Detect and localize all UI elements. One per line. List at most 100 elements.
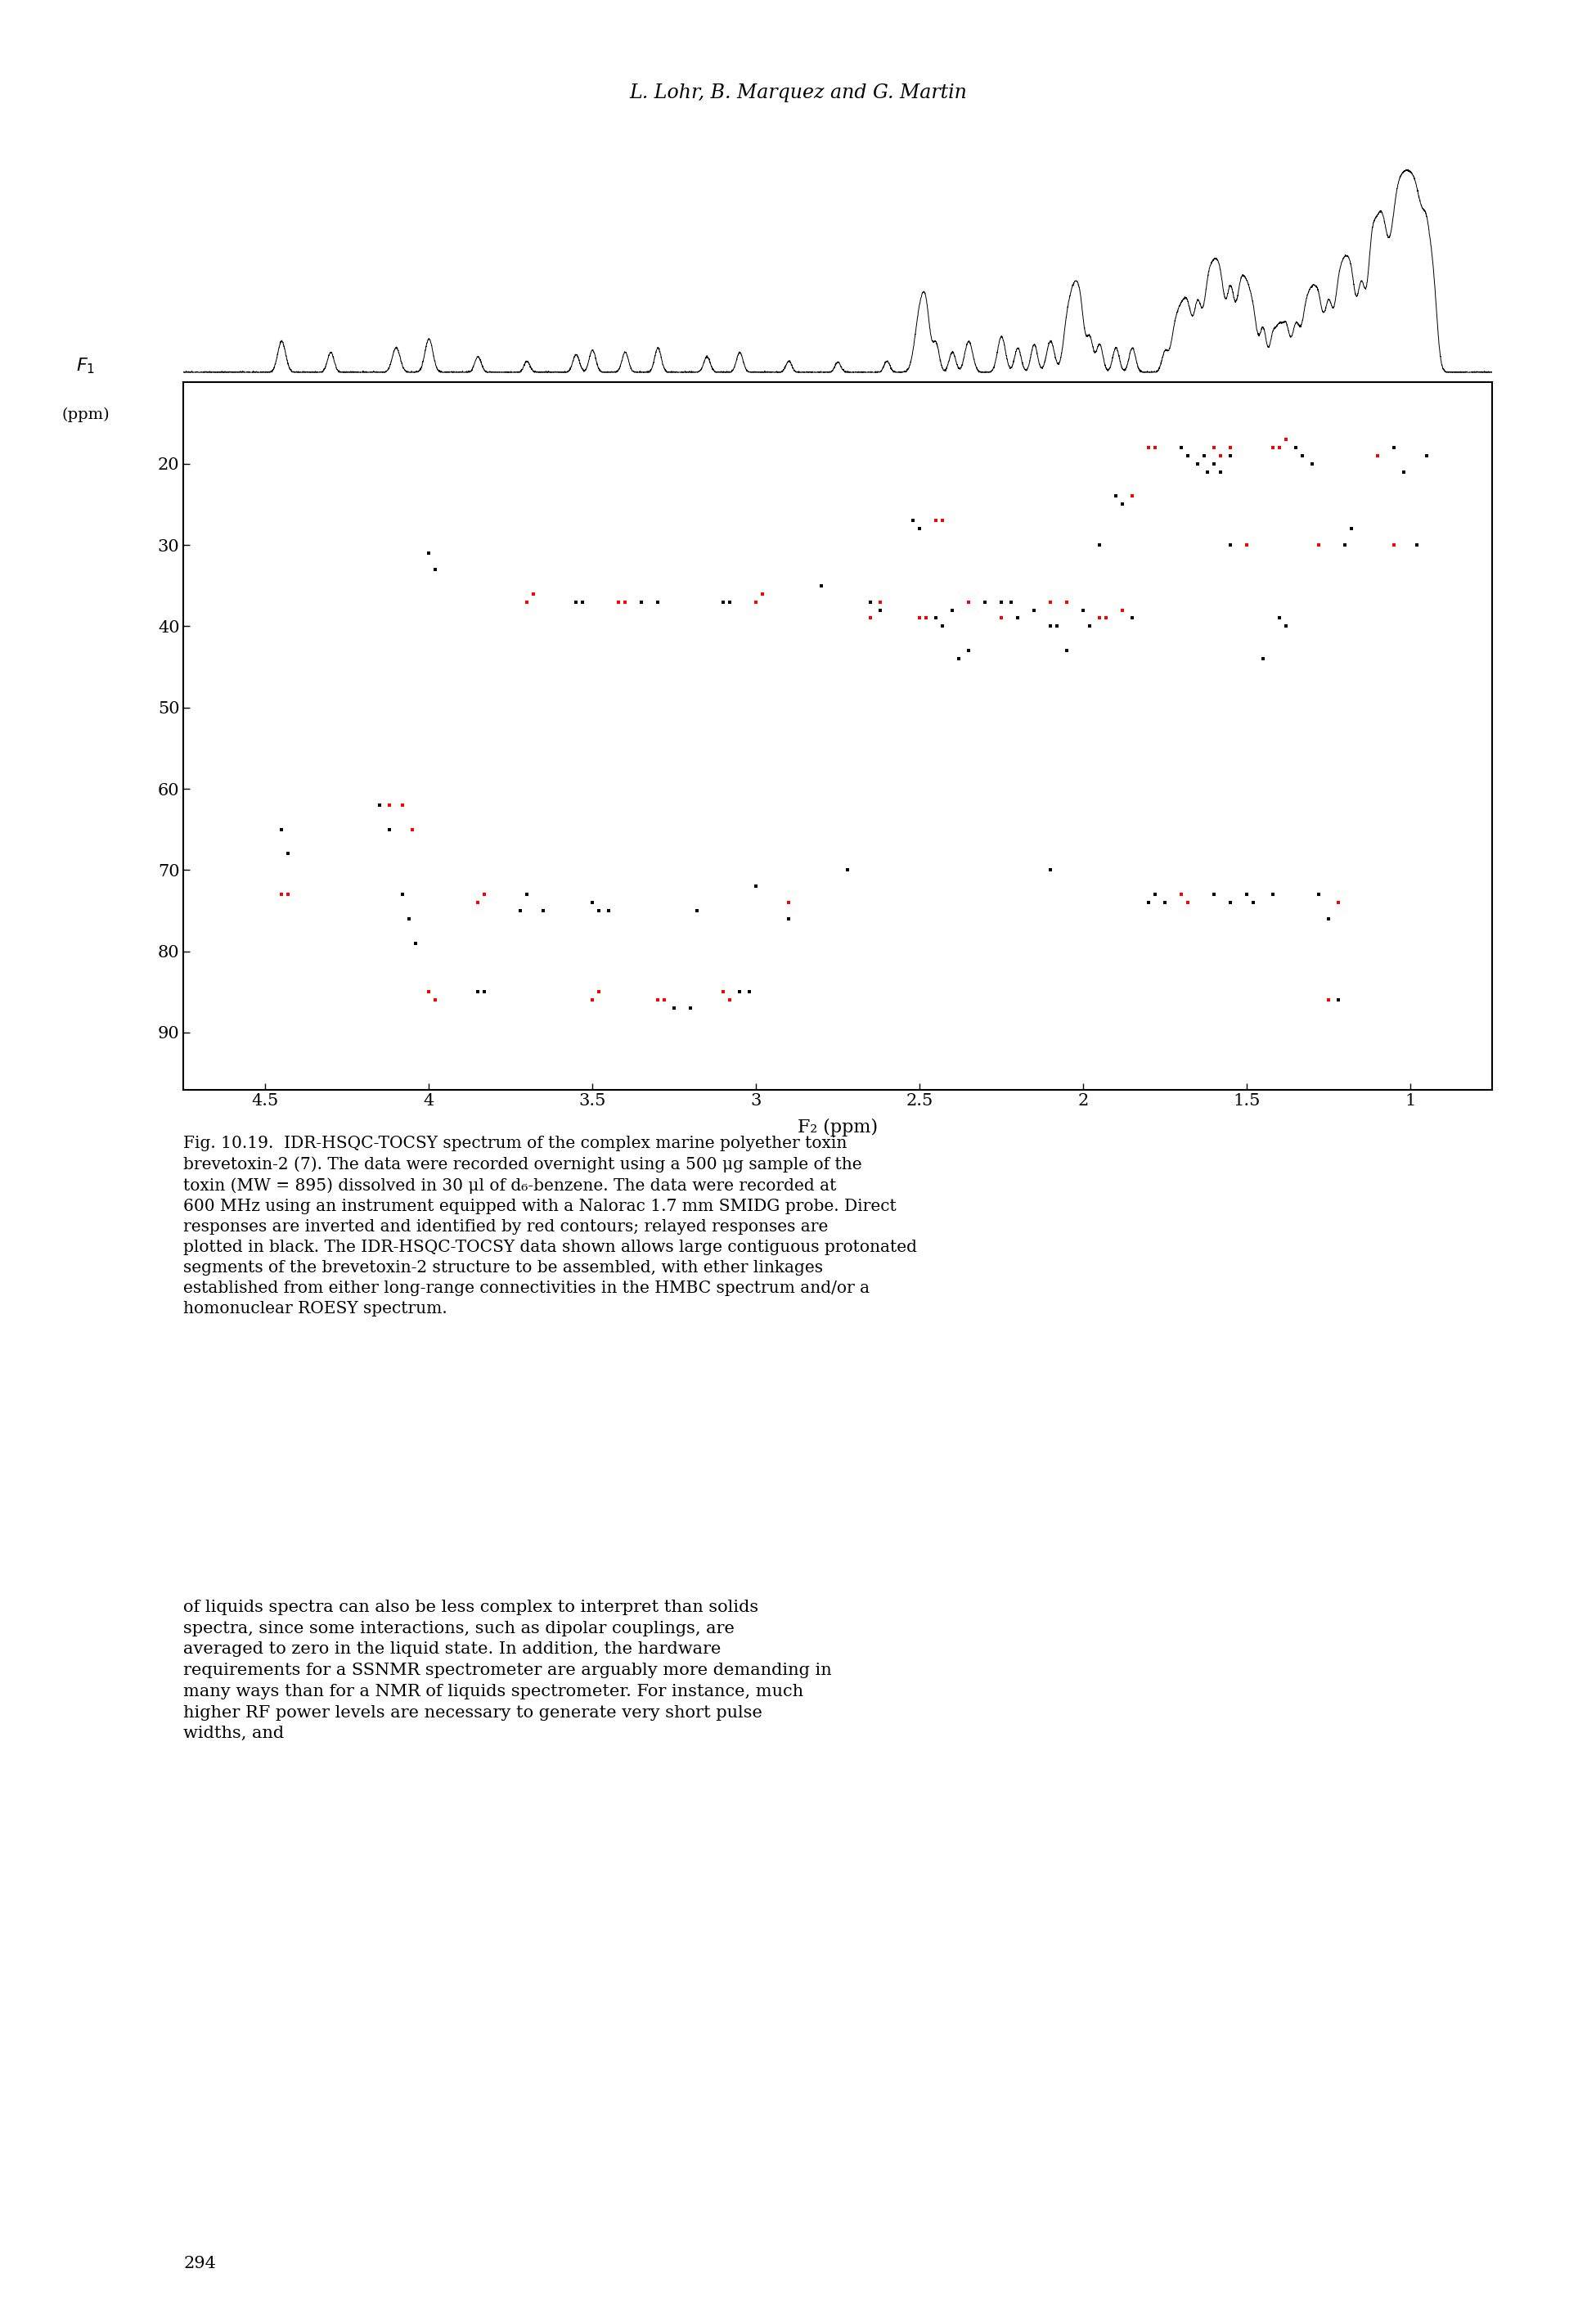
Point	[999, 584, 1025, 621]
Point	[586, 892, 611, 930]
Point	[404, 925, 429, 962]
Point	[1317, 899, 1342, 936]
Point	[270, 876, 295, 913]
Point	[417, 974, 442, 1011]
Text: $F_1$: $F_1$	[77, 357, 94, 376]
Point	[1071, 591, 1096, 628]
Point	[750, 575, 776, 612]
Point	[685, 892, 710, 930]
Point	[586, 974, 611, 1011]
Point	[1093, 600, 1119, 637]
Point	[1103, 478, 1128, 515]
Point	[1055, 633, 1080, 670]
Point	[1218, 526, 1243, 563]
Point	[606, 584, 632, 621]
Point	[1168, 876, 1194, 913]
Point	[276, 834, 302, 872]
X-axis label: F₂ (ppm): F₂ (ppm)	[798, 1117, 878, 1136]
Text: of liquids spectra can also be less complex to interpret than solids
spectra, si: of liquids spectra can also be less comp…	[184, 1599, 832, 1741]
Point	[531, 892, 557, 930]
Point	[710, 584, 736, 621]
Point	[579, 883, 605, 920]
Point	[717, 981, 742, 1018]
Point	[728, 974, 753, 1011]
Point	[423, 552, 448, 589]
Point	[1136, 429, 1162, 466]
Point	[1136, 883, 1162, 920]
Point	[1037, 584, 1063, 621]
Point	[1175, 883, 1200, 920]
Point	[1186, 445, 1211, 482]
Point	[563, 584, 589, 621]
Point	[1414, 438, 1440, 475]
Point	[710, 974, 736, 1011]
Point	[1218, 429, 1243, 466]
Point	[1087, 600, 1112, 637]
Point	[377, 786, 402, 823]
Point	[1109, 591, 1135, 628]
Point	[930, 607, 956, 644]
Point	[645, 981, 670, 1018]
Point	[678, 990, 704, 1027]
Point	[597, 892, 622, 930]
Point	[389, 876, 415, 913]
Point	[1143, 429, 1168, 466]
Point	[990, 600, 1015, 637]
Point	[835, 851, 860, 888]
Point	[1208, 438, 1234, 475]
Point	[1339, 510, 1365, 547]
Point	[367, 786, 393, 823]
Point	[1382, 429, 1408, 466]
Point	[1274, 422, 1299, 459]
Point	[472, 876, 498, 913]
Point	[744, 867, 769, 904]
Point	[514, 584, 539, 621]
Point	[401, 811, 426, 848]
Point	[1120, 478, 1146, 515]
Point	[1143, 876, 1168, 913]
Point	[956, 633, 982, 670]
Point	[508, 892, 533, 930]
Text: 294: 294	[184, 2255, 215, 2272]
Point	[423, 981, 448, 1018]
Point	[859, 584, 884, 621]
Point	[1306, 526, 1331, 563]
Point	[1208, 454, 1234, 491]
Point	[1317, 981, 1342, 1018]
Point	[737, 974, 763, 1011]
Point	[276, 876, 302, 913]
Point	[1267, 429, 1293, 466]
Point	[651, 981, 677, 1018]
Point	[1175, 438, 1200, 475]
Point	[1044, 607, 1069, 644]
Point	[466, 883, 492, 920]
Point	[1218, 438, 1243, 475]
Point	[717, 584, 742, 621]
Point	[1251, 640, 1277, 677]
Point	[868, 584, 894, 621]
Point	[270, 811, 295, 848]
Point	[1168, 429, 1194, 466]
Point	[466, 974, 492, 1011]
Point	[1306, 876, 1331, 913]
Point	[900, 503, 926, 540]
Point	[1109, 487, 1135, 524]
Point	[946, 640, 972, 677]
Point	[1392, 454, 1417, 491]
Point	[1152, 883, 1178, 920]
Point	[1274, 607, 1299, 644]
Point	[396, 899, 421, 936]
Point	[972, 584, 997, 621]
Point	[956, 584, 982, 621]
Point	[859, 600, 884, 637]
Text: (ppm): (ppm)	[61, 408, 110, 422]
Point	[1290, 438, 1315, 475]
Point	[907, 510, 932, 547]
Point	[1365, 438, 1390, 475]
Point	[924, 503, 950, 540]
Point	[868, 591, 894, 628]
Point	[1382, 526, 1408, 563]
Point	[1202, 876, 1227, 913]
Point	[1192, 438, 1218, 475]
Point	[1195, 454, 1221, 491]
